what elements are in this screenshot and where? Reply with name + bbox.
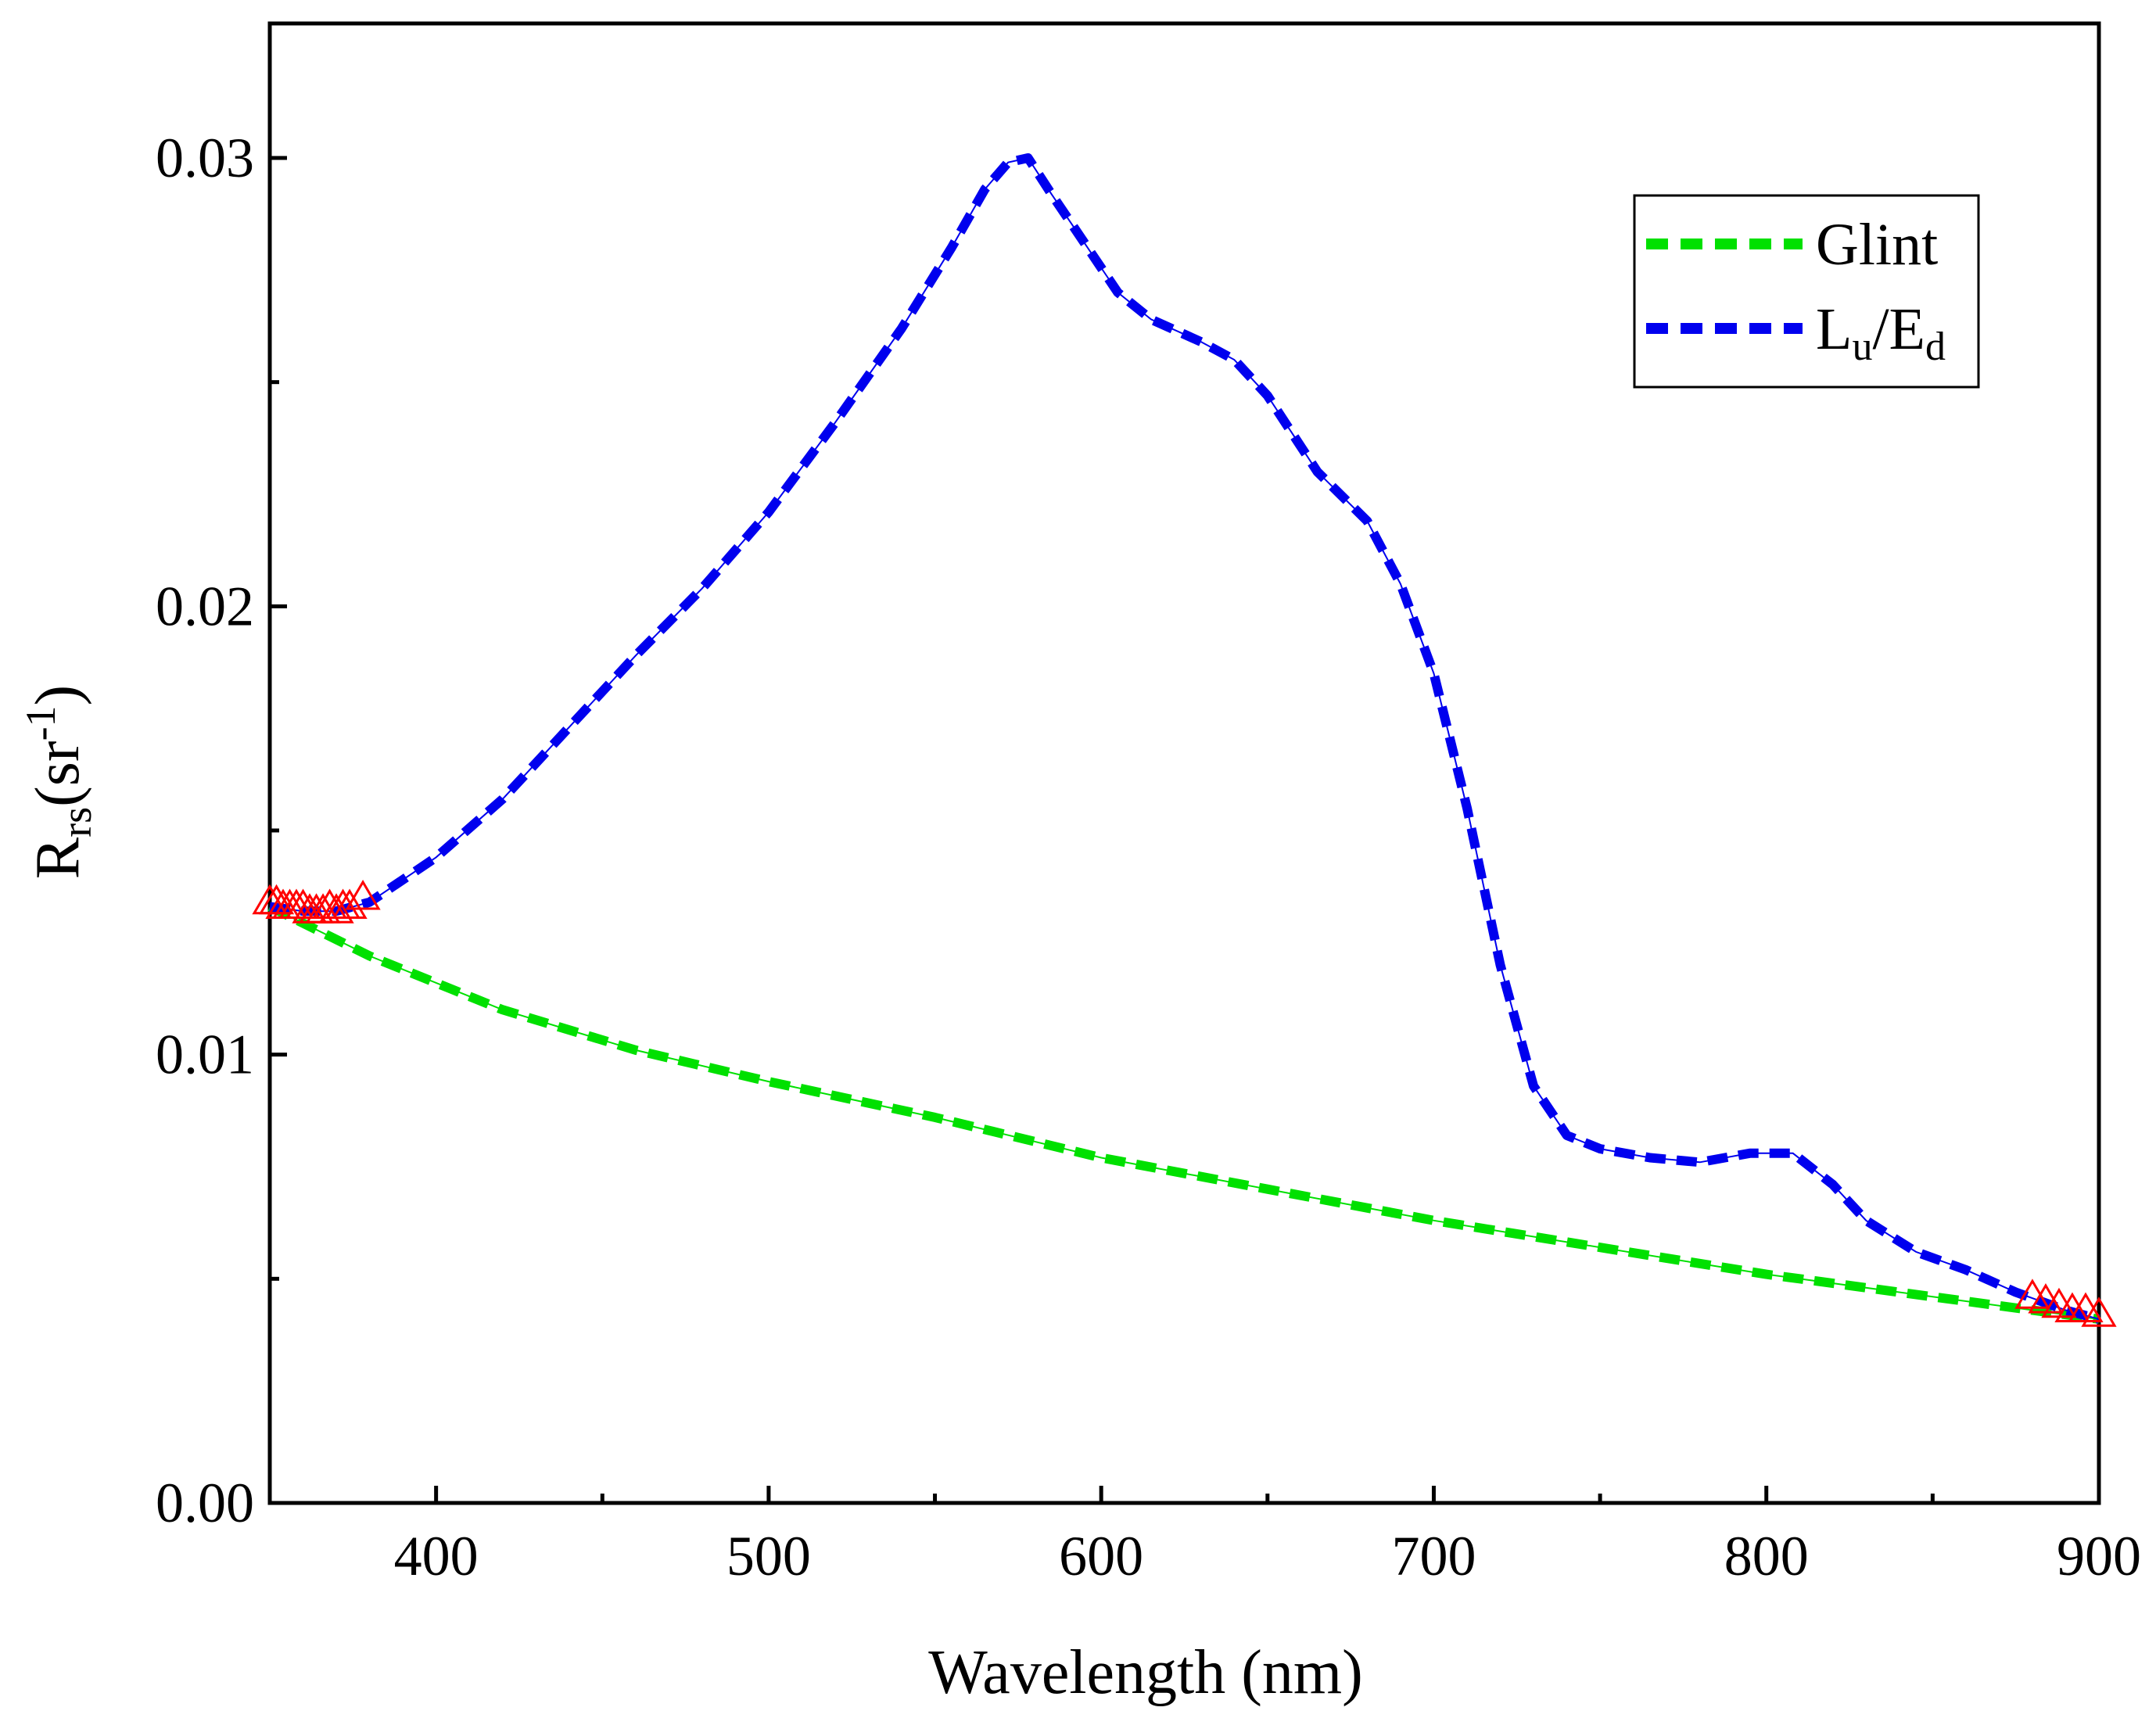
legend-label-lu-ed-slash-e: /E — [1872, 296, 1925, 362]
y-axis-title-sup: -1 — [17, 705, 64, 741]
x-tick-label: 800 — [1724, 1525, 1809, 1587]
y-axis-title: Rrs(sr-1) — [17, 685, 100, 879]
y-axis-title-base: R — [23, 837, 92, 879]
legend-label-lu-ed-sub-d: d — [1925, 325, 1946, 369]
y-tick-label: 0.03 — [156, 127, 254, 189]
legend-label-glint: Glint — [1816, 212, 1938, 278]
y-tick-label: 0.02 — [156, 575, 254, 637]
legend: Glint Lu/Ed — [1633, 194, 1980, 389]
y-tick-label: 0.00 — [156, 1472, 254, 1534]
x-tick-label: 400 — [394, 1525, 479, 1587]
legend-label-lu-ed: Lu/Ed — [1816, 296, 1946, 369]
y-axis-title-sub: rs — [53, 807, 100, 837]
y-axis-title-unit-close: ) — [23, 685, 92, 706]
x-tick-label: 500 — [726, 1525, 811, 1587]
x-tick-label: 700 — [1391, 1525, 1476, 1587]
series-glint-line — [267, 902, 2100, 1324]
y-axis: 0.00 0.01 0.02 0.03 — [156, 127, 287, 1534]
y-axis-title-unit-open: (sr — [23, 741, 92, 806]
legend-label-lu-ed-l: L — [1816, 296, 1852, 362]
x-axis-title: Wavelength (nm) — [928, 1638, 1363, 1707]
x-axis: 400 500 600 700 800 900 — [394, 1486, 2141, 1587]
triangle-marker — [345, 880, 381, 910]
series-lu-ed-thin-line — [269, 156, 2100, 1320]
x-tick-label: 600 — [1059, 1525, 1143, 1587]
triangle-marker — [318, 893, 354, 924]
series-glint-thin-line — [269, 906, 2100, 1320]
triangle-marker — [332, 888, 368, 919]
marker-layer — [252, 880, 2117, 1327]
triangle-marker — [2081, 1297, 2117, 1327]
legend-label-lu-ed-sub-u: u — [1852, 325, 1872, 369]
y-tick-label: 0.01 — [156, 1024, 254, 1086]
plot-frame — [267, 21, 2101, 1505]
series-layer — [267, 153, 2100, 1324]
legend-box — [1633, 194, 1980, 389]
x-tick-label: 900 — [2057, 1525, 2141, 1587]
